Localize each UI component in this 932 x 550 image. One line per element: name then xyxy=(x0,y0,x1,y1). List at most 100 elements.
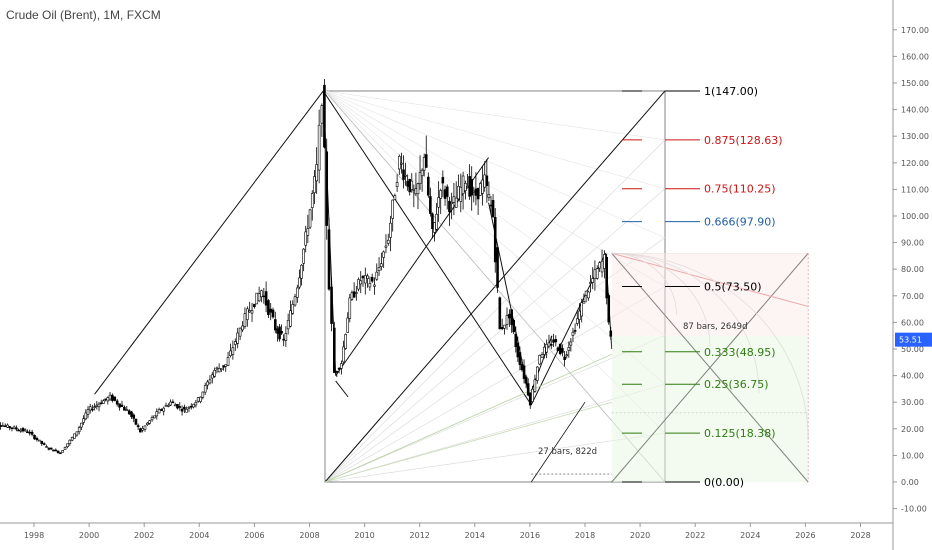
candle-body xyxy=(443,189,447,199)
candle-body xyxy=(304,231,308,246)
projection-zone xyxy=(611,335,809,482)
gann-fan-line xyxy=(324,90,666,190)
candle-body xyxy=(148,420,152,424)
price-tick-label: 170.00 xyxy=(901,26,929,35)
candle-body xyxy=(420,169,424,177)
candle-body xyxy=(552,339,555,343)
candle-body xyxy=(196,397,200,402)
candle-body xyxy=(366,275,369,279)
candle-body xyxy=(510,309,513,326)
candle-body xyxy=(155,411,159,417)
candle-body xyxy=(19,429,23,432)
chart-drawings xyxy=(94,90,809,483)
price-tick-label: 160.00 xyxy=(901,52,929,61)
candle-body xyxy=(30,431,34,435)
candle-body xyxy=(33,434,36,440)
candle-body xyxy=(77,427,81,432)
candle-body xyxy=(146,422,149,426)
candle-body xyxy=(132,414,136,419)
candle-body xyxy=(206,381,209,386)
candle-body xyxy=(282,338,285,341)
candle-body xyxy=(84,412,88,420)
candle-body xyxy=(167,405,170,407)
candle-body xyxy=(40,440,44,444)
candle-body xyxy=(115,400,119,405)
candle-body xyxy=(609,330,613,337)
candle-body xyxy=(189,405,193,408)
candle-body xyxy=(118,403,121,408)
candle-body xyxy=(102,400,105,404)
candle-body xyxy=(183,406,186,410)
gann-fan-line xyxy=(324,139,666,483)
candle-body xyxy=(408,178,412,193)
candle-body xyxy=(526,383,530,396)
candle-body xyxy=(342,346,345,363)
fan-line xyxy=(324,353,612,483)
gann-diagonal xyxy=(324,90,666,483)
candle-body xyxy=(545,344,548,353)
candle-body xyxy=(439,190,443,199)
candle-body xyxy=(317,124,321,171)
gann-fan-line xyxy=(324,432,666,483)
candle-body xyxy=(123,407,126,411)
candle-body xyxy=(192,403,195,408)
candle-body xyxy=(377,267,381,271)
candle-body xyxy=(302,248,305,264)
candle-body xyxy=(210,374,214,379)
candle-body xyxy=(273,319,277,331)
candle-body xyxy=(600,260,604,273)
time-tick-label: 2014 xyxy=(465,531,485,540)
candle-body xyxy=(180,408,184,412)
annotations: 87 bars, 2649d 27 bars, 822d xyxy=(538,322,747,457)
candle-body xyxy=(35,438,39,441)
candle-body xyxy=(498,297,502,330)
price-tick-label: 0.00 xyxy=(901,478,919,487)
candle-body xyxy=(160,409,163,411)
candle-body xyxy=(355,292,358,294)
candle-body xyxy=(271,309,275,318)
candle-body xyxy=(524,376,528,384)
trend-line xyxy=(335,380,349,398)
candle-body xyxy=(187,406,191,409)
price-tick-label: 130.00 xyxy=(901,132,929,141)
candle-body xyxy=(476,187,480,200)
candle-body xyxy=(231,347,235,355)
candle-body xyxy=(308,209,312,228)
candle-body xyxy=(75,431,79,436)
candle-body xyxy=(424,154,428,168)
candle-body xyxy=(61,450,65,453)
candle-body xyxy=(306,228,310,236)
candle-body xyxy=(38,439,41,442)
candle-body xyxy=(538,355,542,365)
candle-body xyxy=(543,346,546,355)
candle-body xyxy=(164,404,168,407)
candle-body xyxy=(404,174,407,177)
candle-body xyxy=(496,247,499,288)
price-axis: -10.00 0.00 10.00 20.00 30.00 40.00 50.00 60.00… xyxy=(892,0,932,550)
candle-body xyxy=(416,183,420,195)
candle-body xyxy=(185,408,188,413)
candle-body xyxy=(512,319,516,333)
candle-body xyxy=(233,341,237,345)
candle-body xyxy=(150,417,154,421)
time-tick-label: 2022 xyxy=(685,531,705,540)
candle-body xyxy=(310,193,314,208)
fib-level-label: 0.75(110.25) xyxy=(704,183,776,196)
candle-body xyxy=(315,164,318,182)
candle-body xyxy=(607,295,611,323)
candle-body xyxy=(262,295,266,298)
price-tick-label: 70.00 xyxy=(901,292,924,301)
candle-body xyxy=(73,433,76,439)
candle-body xyxy=(464,183,467,191)
candle-body xyxy=(418,172,422,184)
candle-body xyxy=(508,313,511,319)
candle-body xyxy=(66,443,69,447)
candle-body xyxy=(54,449,58,452)
fan-line xyxy=(324,401,612,483)
candle-body xyxy=(603,254,606,269)
candle-body xyxy=(91,408,94,411)
time-tick-label: 1998 xyxy=(24,531,44,540)
candle-body xyxy=(344,334,347,349)
time-tick-label: 2016 xyxy=(520,531,540,540)
